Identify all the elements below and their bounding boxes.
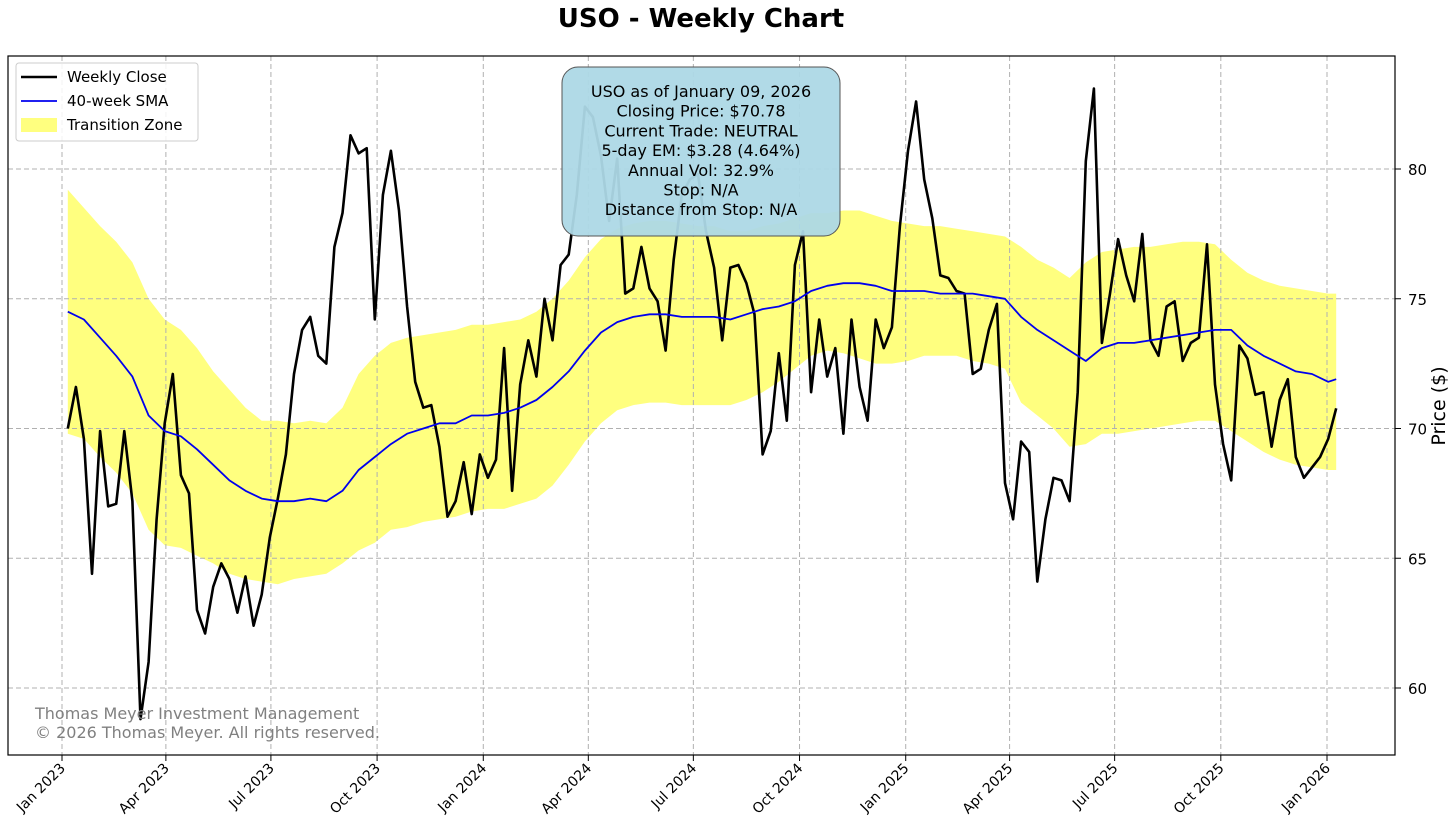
info-box-line: Distance from Stop: N/A bbox=[605, 200, 798, 219]
legend-transition-zone-swatch bbox=[21, 118, 57, 132]
transition-zone-area bbox=[67, 189, 1337, 585]
y-tick-label: 60 bbox=[1408, 680, 1427, 698]
info-box-line: Current Trade: NEUTRAL bbox=[604, 121, 797, 140]
sma-40-week-line bbox=[67, 282, 1337, 503]
y-axis-label: Price ($) bbox=[1428, 366, 1450, 445]
watermark-line: Thomas Meyer Investment Management bbox=[34, 704, 359, 723]
chart-title: USO - Weekly Chart bbox=[558, 4, 844, 34]
info-box-line: Closing Price: $70.78 bbox=[616, 102, 785, 121]
info-box-line: 5-day EM: $3.28 (4.64%) bbox=[601, 141, 800, 160]
watermark-line: © 2026 Thomas Meyer. All rights reserved… bbox=[35, 723, 380, 742]
info-box-line: Annual Vol: 32.9% bbox=[628, 161, 774, 180]
legend-box bbox=[15, 62, 199, 142]
legend-sma-40-week-label: 40-week SMA bbox=[67, 92, 169, 110]
y-tick-label: 70 bbox=[1408, 421, 1427, 439]
info-box-line: USO as of January 09, 2026 bbox=[591, 82, 811, 101]
y-tick-label: 65 bbox=[1408, 550, 1427, 568]
legend-weekly-close-label: Weekly Close bbox=[67, 68, 167, 86]
plot-frame bbox=[7, 55, 1396, 756]
y-tick-label: 80 bbox=[1408, 161, 1427, 179]
info-box-line: Stop: N/A bbox=[663, 181, 738, 200]
legend: Weekly Close 40-week SMA Transition Zone bbox=[15, 62, 199, 142]
legend-transition-zone-label: Transition Zone bbox=[66, 116, 183, 134]
plot-area bbox=[8, 56, 1395, 755]
info-box-background bbox=[561, 66, 841, 237]
y-tick-label: 75 bbox=[1408, 291, 1427, 309]
